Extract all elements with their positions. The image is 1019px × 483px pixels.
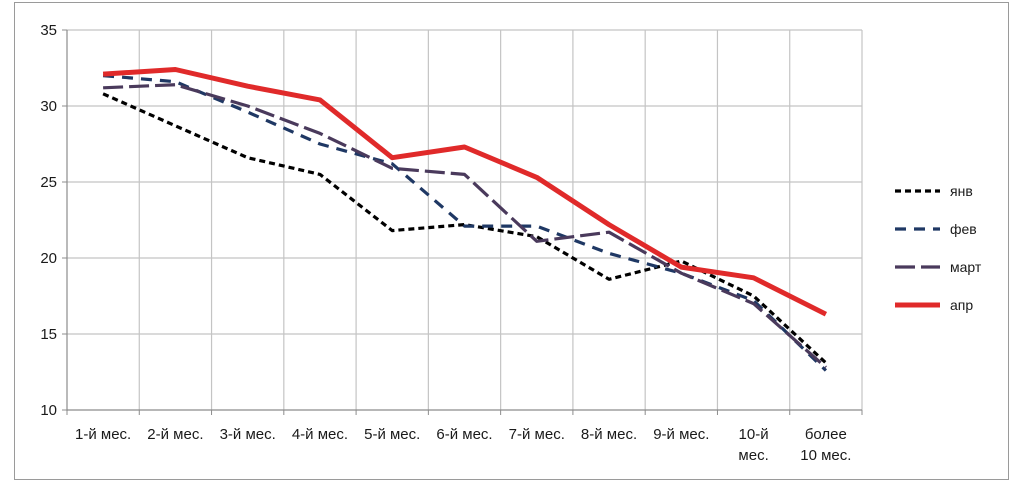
x-tick-label-line: 1-й мес.	[75, 426, 131, 443]
x-tick-label-line: 2-й мес.	[147, 426, 203, 443]
x-tick-label: 3-й мес.	[220, 426, 276, 443]
x-tick-label-line: 10 мес.	[800, 447, 851, 464]
x-tick-label: 2-й мес.	[147, 426, 203, 443]
x-tick-label-line: 5-й мес.	[364, 426, 420, 443]
x-tick-labels: 1-й мес. 2-й мес. 3-й мес. 4-й мес. 5-й мес.…	[75, 426, 851, 464]
y-tick-label: 15	[40, 326, 57, 343]
legend-label: март	[950, 259, 982, 275]
x-tick-label-line: мес.	[738, 447, 768, 464]
x-tick-label-line: 4-й мес.	[292, 426, 348, 443]
x-tick-label: 6-й мес.	[436, 426, 492, 443]
y-tick-label: 25	[40, 174, 57, 191]
x-tick-label: 8-й мес.	[581, 426, 637, 443]
y-tick-labels: 10 15 20 25 30 35	[40, 22, 57, 419]
axes	[62, 29, 863, 415]
x-tick-label-line: 10-й	[739, 426, 769, 443]
y-tick-label: 20	[40, 250, 57, 267]
x-tick-label-line: 9-й мес.	[653, 426, 709, 443]
x-tick-label: 10-й мес.	[738, 426, 768, 464]
x-tick-label-line: 7-й мес.	[509, 426, 565, 443]
x-tick-label-line: 8-й мес.	[581, 426, 637, 443]
x-tick-label: 5-й мес.	[364, 426, 420, 443]
series-lines	[102, 67, 828, 372]
legend: янв фев март апр	[895, 183, 982, 313]
x-tick-label: 9-й мес.	[653, 426, 709, 443]
legend-label: фев	[950, 221, 977, 237]
legend-label: янв	[950, 183, 973, 199]
x-tick-label: 4-й мес.	[292, 426, 348, 443]
y-tick-label: 35	[40, 22, 57, 39]
x-tick-label-line: 6-й мес.	[436, 426, 492, 443]
x-tick-label: 1-й мес.	[75, 426, 131, 443]
y-tick-label: 30	[40, 98, 57, 115]
grid-lines	[67, 29, 863, 410]
x-tick-label: более 10 мес.	[800, 426, 851, 464]
chart-frame	[14, 2, 1009, 480]
x-tick-label-line: более	[805, 426, 847, 443]
x-tick-label: 7-й мес.	[509, 426, 565, 443]
legend-label: апр	[950, 297, 973, 313]
x-tick-label-line: 3-й мес.	[220, 426, 276, 443]
y-tick-label: 10	[40, 402, 57, 419]
